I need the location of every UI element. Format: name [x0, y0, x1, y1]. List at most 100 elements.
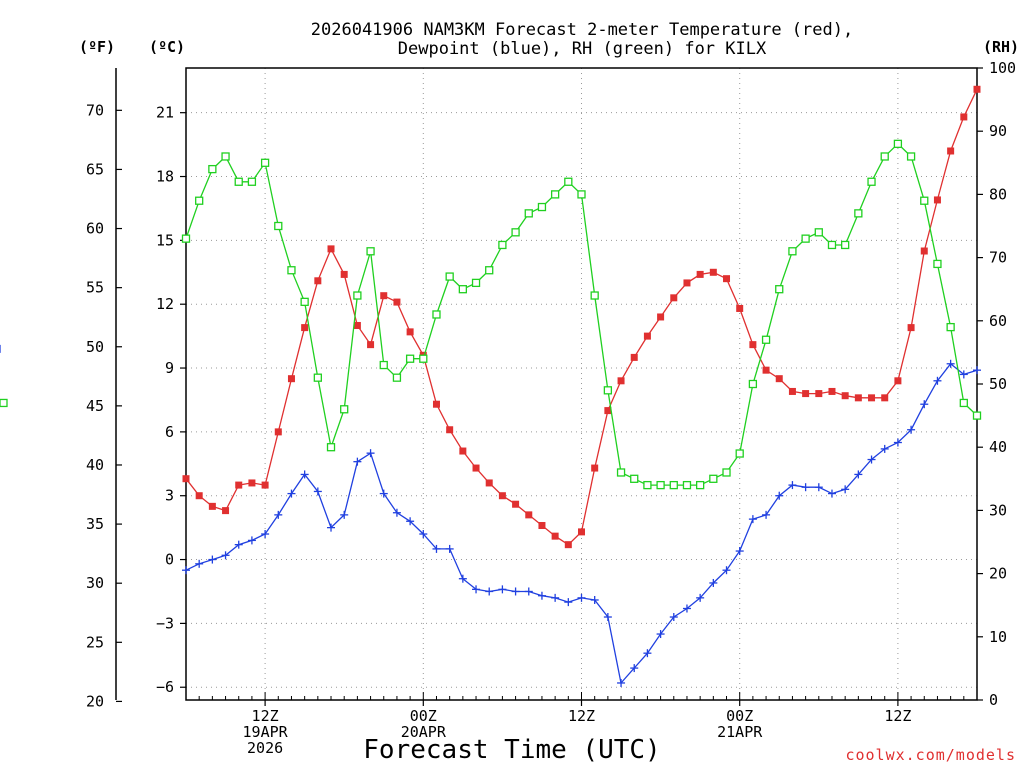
dewpoint-point: [247, 536, 256, 545]
rh-point: [287, 266, 296, 275]
dewpoint-point: [617, 678, 626, 687]
temperature-point: [643, 332, 651, 340]
rh-point: [550, 190, 560, 199]
temperature-point: [314, 277, 322, 285]
dewpoint-point: [973, 366, 981, 375]
temperature-point: [235, 481, 243, 489]
dewpoint-point: [735, 547, 744, 556]
dewpoint-point: [313, 487, 322, 496]
series-rh: [0, 139, 982, 490]
dewpoint-point: [524, 587, 533, 596]
temperature-point: [182, 475, 190, 483]
fahrenheit-tick-label: 55: [86, 279, 104, 297]
dewpoint-point: [920, 400, 929, 409]
temperature-point: [815, 390, 823, 398]
temperature-point: [723, 275, 731, 283]
x-tick-label: 12Z: [884, 707, 911, 725]
rh-point: [722, 468, 731, 477]
temperature-point: [960, 113, 968, 121]
temperature-point: [498, 492, 506, 500]
rh-point: [405, 354, 415, 363]
rh-tick-label: 30: [989, 501, 1007, 519]
dewpoint-point: [498, 585, 507, 594]
temperature-point: [578, 528, 585, 536]
temperature-point: [670, 294, 678, 302]
dewpoint-point: [630, 664, 639, 673]
celsius-tick-label: 0: [165, 551, 174, 569]
rh-point: [274, 221, 283, 231]
x-tick-label: 12Z: [568, 707, 595, 725]
temperature-point: [222, 507, 230, 515]
rh-point: [0, 398, 8, 408]
axes: −6 −3 0 3 6 9 12 15 18 21 20 25 30 35 40 45 50 55 60 65 70 0 1…: [86, 59, 1016, 710]
rh-point: [775, 285, 784, 294]
temperature-point: [749, 341, 757, 349]
rh-tick-label: 80: [989, 185, 1007, 203]
temperature-point: [973, 85, 981, 93]
data-series: [0, 85, 982, 687]
rh-point: [195, 196, 204, 205]
x-tick-label: 21APR: [717, 723, 763, 741]
dewpoint-point: [406, 517, 415, 526]
credit-label: coolwx.com/models: [845, 746, 1016, 764]
temperature-point: [683, 279, 691, 287]
rh-tick-label: 40: [989, 438, 1007, 456]
dewpoint-point: [801, 483, 810, 492]
rh-point: [761, 335, 771, 344]
rh-point: [906, 152, 916, 161]
rh-point: [696, 480, 705, 490]
temperature-point: [195, 492, 203, 500]
fahrenheit-tick-label: 50: [86, 338, 104, 356]
temperature-point: [788, 387, 796, 395]
rh-point: [867, 177, 876, 186]
dewpoint-point: [643, 649, 652, 658]
dewpoint-point: [327, 523, 336, 532]
dewpoint-point: [946, 359, 955, 368]
temperature-point: [854, 394, 862, 402]
dewpoint-point: [261, 530, 270, 539]
chart-title-line-1: 2026041906 NAM3KM Forecast 2-meter Tempe…: [311, 20, 853, 40]
rh-point: [511, 228, 520, 237]
rh-point: [524, 209, 533, 218]
temperature-point: [472, 464, 480, 472]
dewpoint-point: [419, 530, 428, 539]
temperature-point: [248, 479, 256, 487]
dewpoint-point: [933, 376, 942, 385]
series-dewpoint: [0, 344, 981, 687]
rh-point: [854, 209, 863, 218]
rh-point: [880, 152, 889, 161]
temperature-point: [459, 447, 467, 455]
temperature-point: [775, 375, 783, 383]
temperature-point: [591, 464, 599, 472]
rh-point: [181, 234, 191, 243]
temperature-point: [485, 479, 493, 487]
temperature-point: [630, 353, 638, 361]
dewpoint-point: [234, 540, 243, 549]
celsius-tick-label: 9: [165, 359, 174, 377]
dewpoint-point: [300, 470, 309, 479]
temperature-point: [709, 268, 717, 276]
dewpoint-point: [366, 449, 375, 458]
dewpoint-point: [762, 510, 771, 519]
dewpoint-point: [669, 613, 678, 622]
temperature-point: [287, 375, 295, 383]
dewpoint-point: [748, 515, 757, 524]
dewpoint-point: [577, 593, 586, 602]
temperature-point: [406, 328, 414, 336]
rh-tick-label: 90: [989, 122, 1007, 140]
rh-point: [234, 177, 243, 186]
dewpoint-point: [959, 370, 968, 379]
temperature-point: [881, 394, 889, 402]
rh-point: [353, 291, 362, 300]
x-tick-label: 2026: [247, 739, 283, 757]
temperature-point: [551, 532, 559, 540]
temperature-point: [538, 522, 546, 530]
rh-tick-label: 0: [989, 691, 998, 709]
dewpoint-point: [195, 559, 204, 568]
dewpoint-point: [445, 544, 454, 553]
rh-point: [748, 379, 758, 389]
rh-tick-label: 50: [989, 375, 1007, 393]
temperature-point: [947, 147, 955, 155]
rh-point: [458, 285, 468, 294]
